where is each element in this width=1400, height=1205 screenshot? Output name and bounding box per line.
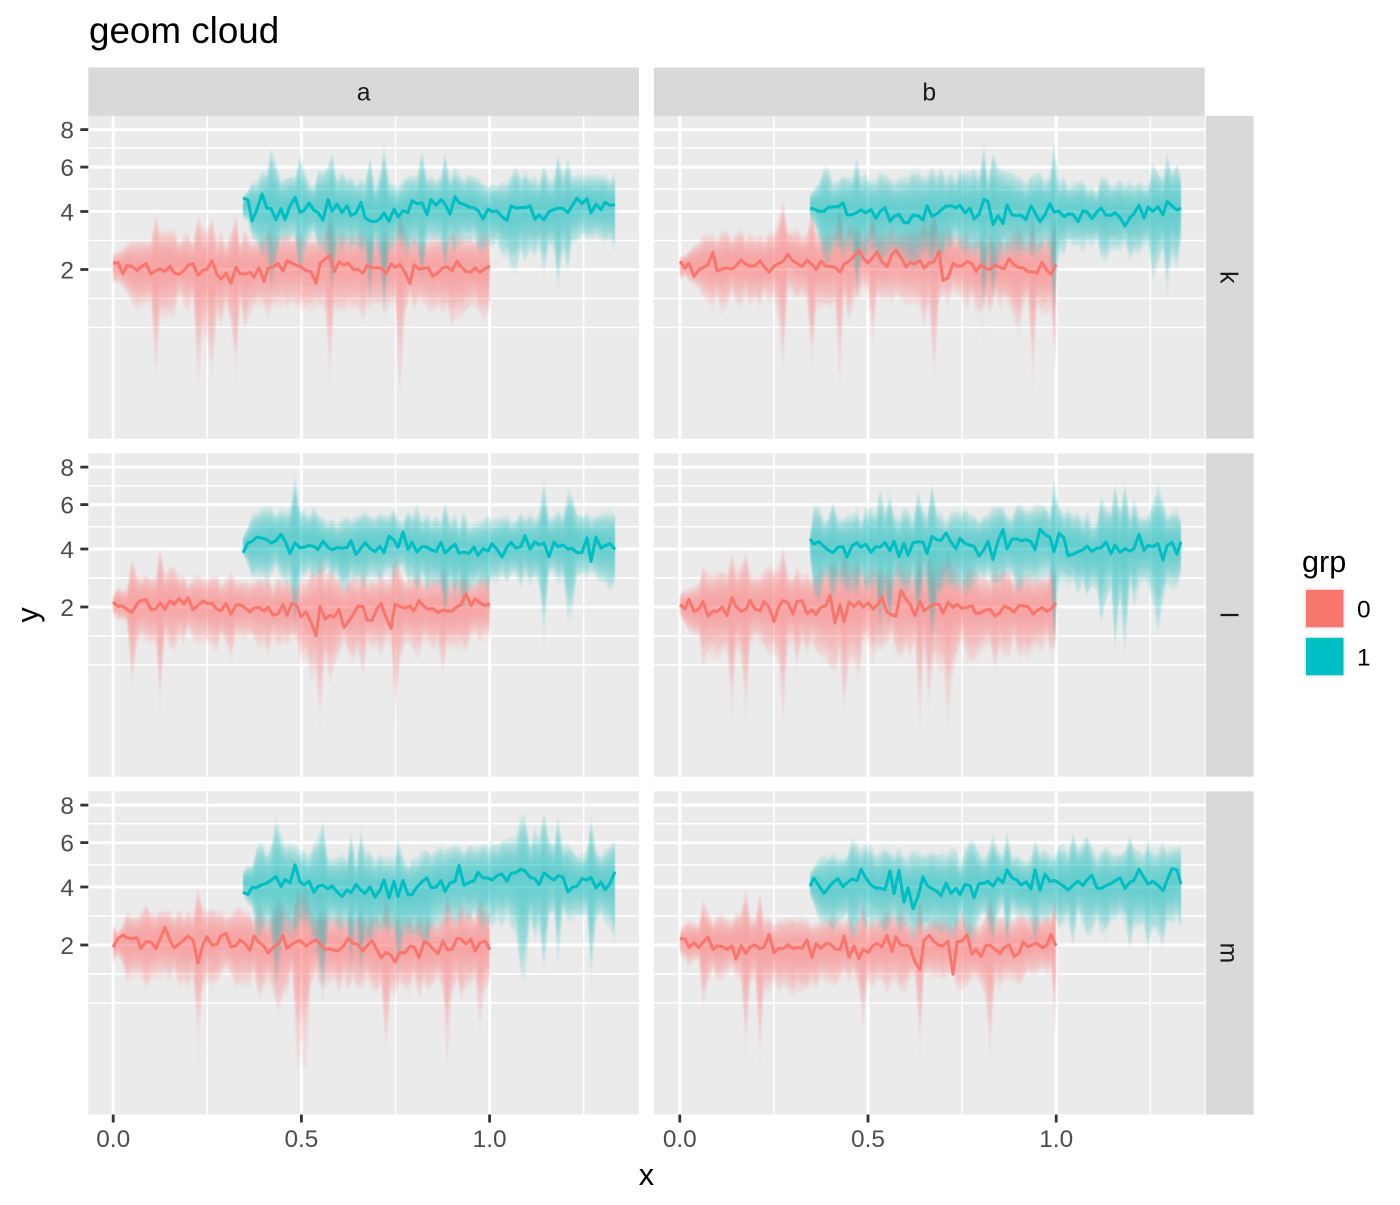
svg-text:1: 1 xyxy=(1357,644,1371,671)
svg-text:1.0: 1.0 xyxy=(1039,1126,1073,1153)
svg-text:6: 6 xyxy=(60,831,74,858)
svg-text:y: y xyxy=(11,607,45,623)
svg-text:b: b xyxy=(922,80,936,107)
svg-text:a: a xyxy=(357,80,371,107)
svg-text:8: 8 xyxy=(60,118,74,145)
svg-text:6: 6 xyxy=(60,493,74,520)
svg-text:8: 8 xyxy=(60,793,74,820)
svg-text:geom cloud: geom cloud xyxy=(89,10,279,51)
svg-text:m: m xyxy=(1215,943,1242,964)
svg-text:x: x xyxy=(639,1158,654,1192)
svg-text:4: 4 xyxy=(60,200,74,227)
svg-text:2: 2 xyxy=(60,258,74,285)
svg-text:0: 0 xyxy=(1357,596,1371,623)
svg-text:8: 8 xyxy=(60,455,74,482)
svg-text:2: 2 xyxy=(60,595,74,622)
svg-text:6: 6 xyxy=(60,155,74,182)
svg-text:0.0: 0.0 xyxy=(663,1126,697,1153)
svg-text:k: k xyxy=(1215,271,1242,284)
svg-text:2: 2 xyxy=(60,933,74,960)
svg-text:4: 4 xyxy=(60,875,74,902)
svg-text:4: 4 xyxy=(60,537,74,564)
svg-text:0.5: 0.5 xyxy=(284,1126,318,1153)
svg-text:0.0: 0.0 xyxy=(96,1126,130,1153)
svg-text:l: l xyxy=(1215,612,1242,618)
svg-text:0.5: 0.5 xyxy=(851,1126,885,1153)
svg-text:1.0: 1.0 xyxy=(473,1126,507,1153)
svg-text:grp: grp xyxy=(1302,545,1346,579)
